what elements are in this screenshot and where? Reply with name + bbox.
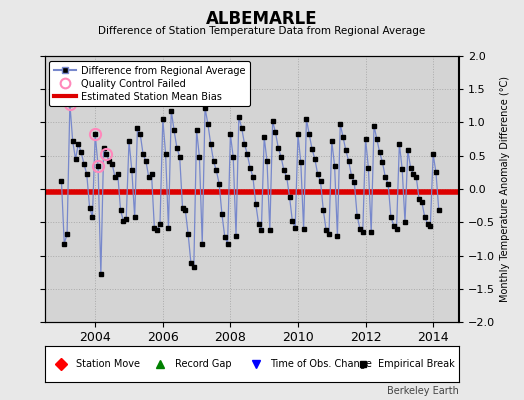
Legend: Difference from Regional Average, Quality Control Failed, Estimated Station Mean: Difference from Regional Average, Qualit… [49,61,250,106]
Text: Empirical Break: Empirical Break [378,359,454,369]
Y-axis label: Monthly Temperature Anomaly Difference (°C): Monthly Temperature Anomaly Difference (… [499,76,509,302]
Text: Station Move: Station Move [75,359,139,369]
Text: Record Gap: Record Gap [175,359,232,369]
Text: ALBEMARLE: ALBEMARLE [206,10,318,28]
Text: Time of Obs. Change: Time of Obs. Change [270,359,372,369]
Text: Berkeley Earth: Berkeley Earth [387,386,458,396]
Text: Difference of Station Temperature Data from Regional Average: Difference of Station Temperature Data f… [99,26,425,36]
